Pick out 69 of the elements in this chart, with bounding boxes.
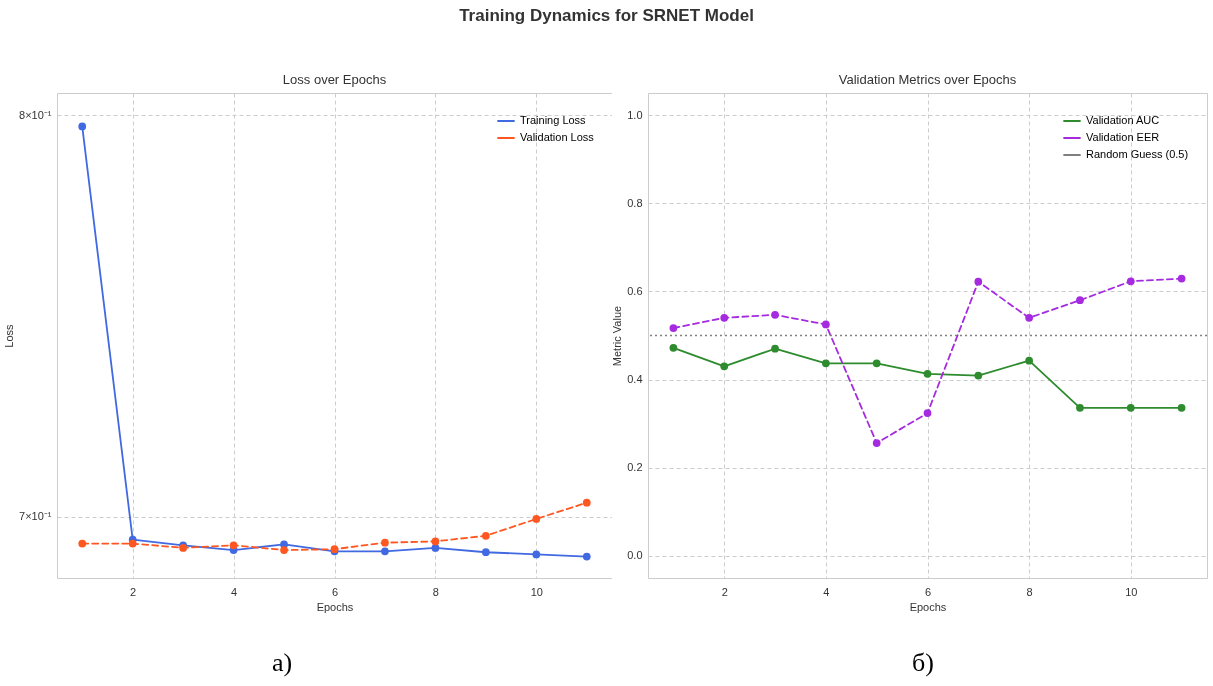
legend-label: Validation EER <box>1086 131 1160 143</box>
x-tick-label: 2 <box>721 585 728 598</box>
legend-label: Random Guess (0.5) <box>1086 148 1189 160</box>
y-tick-label: 0.0 <box>627 549 643 562</box>
point <box>431 544 440 552</box>
point <box>431 537 440 546</box>
x-axis-title: Epochs <box>909 600 947 613</box>
point <box>872 359 881 368</box>
point <box>771 310 779 319</box>
y-tick-label: 0.8 <box>627 196 643 209</box>
x-tick-label: 6 <box>924 585 932 598</box>
point <box>821 320 830 329</box>
text: Training Dynamics for SRNET Model <box>458 6 755 26</box>
point <box>1126 403 1135 412</box>
point <box>923 369 932 378</box>
point <box>1025 356 1034 365</box>
chart-title: Validation Metrics over Epochs <box>838 72 1017 87</box>
point <box>974 371 983 380</box>
point <box>1076 296 1084 305</box>
point <box>532 515 541 523</box>
text: а) <box>272 648 293 678</box>
point <box>78 539 87 548</box>
point <box>229 541 238 550</box>
x-axis-title: Epochs <box>316 600 354 613</box>
point <box>1025 314 1034 322</box>
x-tick-label: 4 <box>823 585 830 598</box>
y-tick-label: 0.4 <box>627 373 643 386</box>
y-tick-label: 1.0 <box>627 108 643 121</box>
legend-label: Validation AUC <box>1086 114 1160 126</box>
point <box>872 439 881 447</box>
point <box>669 324 678 332</box>
x-tick-label: 2 <box>130 585 137 598</box>
y-tick-label: 0.2 <box>627 461 643 474</box>
point <box>1177 403 1186 412</box>
point <box>481 548 490 557</box>
point <box>280 546 288 554</box>
point <box>381 547 389 556</box>
x-tick-label: 4 <box>231 585 238 598</box>
point <box>481 531 490 540</box>
point <box>821 359 830 368</box>
point <box>1126 277 1135 286</box>
chart-title: Loss over Epochs <box>282 72 387 87</box>
point <box>720 362 729 371</box>
point <box>128 539 137 548</box>
text: б) <box>912 648 934 678</box>
x-tick-label: 6 <box>331 585 339 598</box>
point <box>720 314 729 322</box>
point <box>669 343 678 352</box>
point <box>923 409 932 417</box>
x-tick-label: 10 <box>530 585 543 598</box>
point <box>1076 403 1084 412</box>
point <box>532 550 541 559</box>
point <box>78 122 87 131</box>
point <box>582 498 591 507</box>
x-tick-label: 8 <box>1026 585 1033 598</box>
y-tick-label: 7×10⁻¹ <box>19 510 52 523</box>
point <box>582 552 591 561</box>
x-tick-label: 8 <box>432 585 439 598</box>
point <box>1177 274 1186 283</box>
point <box>771 344 779 353</box>
legend-label: Validation Loss <box>520 131 595 143</box>
y-axis-title: Loss <box>3 323 16 348</box>
y-axis-title: Metric Value <box>611 305 624 367</box>
legend-label: Training Loss <box>520 114 587 126</box>
y-tick-label: 0.6 <box>627 284 643 297</box>
point <box>381 538 389 547</box>
point <box>974 277 983 286</box>
x-tick-label: 10 <box>1125 585 1138 598</box>
y-tick-label: 8×10⁻¹ <box>19 108 52 121</box>
